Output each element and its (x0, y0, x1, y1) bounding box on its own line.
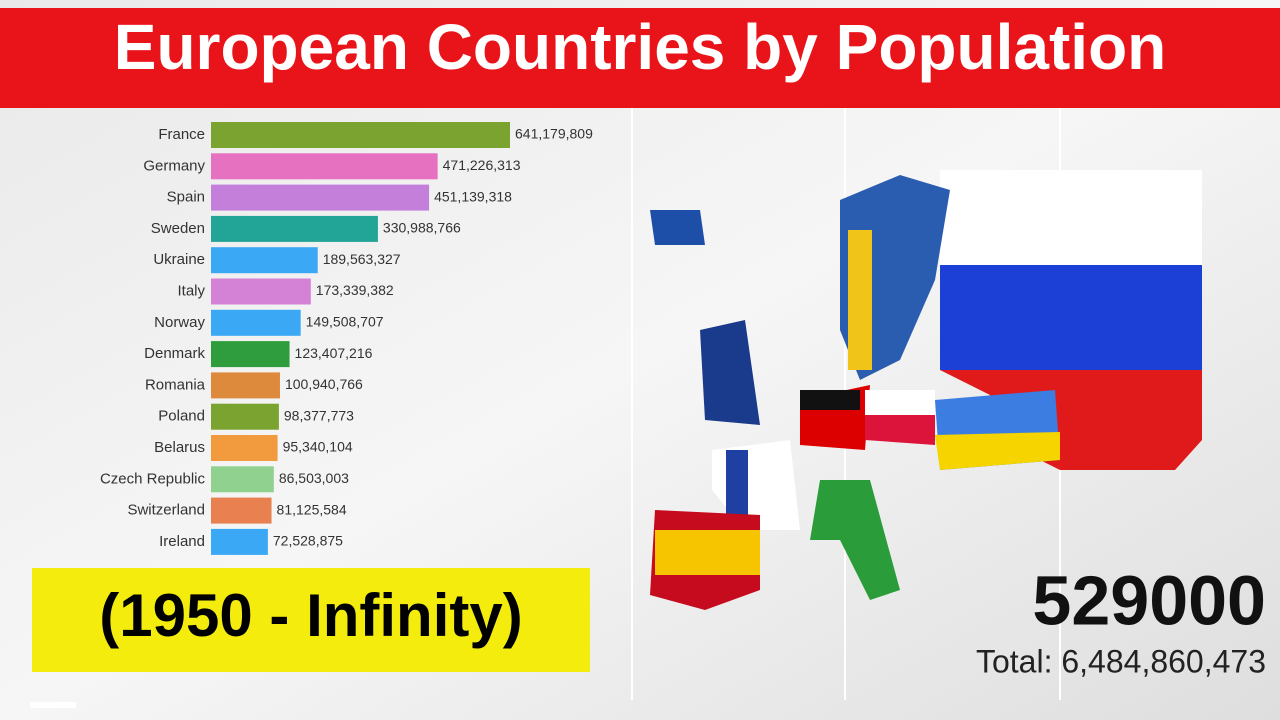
bar (211, 403, 279, 430)
subtitle-box (32, 568, 590, 672)
value-label: 81,125,584 (277, 501, 347, 517)
category-label: Germany (143, 157, 205, 174)
value-label: 149,508,707 (306, 314, 384, 330)
chart-title: European Countries by Population (114, 11, 1167, 83)
bar (211, 372, 280, 399)
value-label: 86,503,003 (279, 470, 349, 486)
bar (211, 497, 272, 524)
category-label: Denmark (144, 345, 205, 362)
bar (211, 341, 290, 368)
category-label: Poland (158, 408, 205, 425)
map-shape (655, 530, 760, 575)
bar (211, 153, 438, 180)
category-label: France (158, 126, 205, 143)
value-label: 471,226,313 (443, 157, 521, 173)
map-shape (700, 320, 760, 425)
value-label: 123,407,216 (295, 345, 373, 361)
value-label: 330,988,766 (383, 220, 461, 236)
bar (211, 278, 311, 305)
category-label: Switzerland (127, 502, 205, 519)
bar (211, 122, 510, 148)
value-label: 100,940,766 (285, 376, 363, 392)
value-label: 451,139,318 (434, 188, 512, 204)
category-label: Romania (145, 376, 206, 393)
value-label: 189,563,327 (323, 251, 401, 267)
bar (211, 184, 430, 211)
bar (211, 309, 301, 336)
map-shape (940, 170, 1202, 265)
value-label: 641,179,809 (515, 126, 593, 142)
category-label: Czech Republic (100, 470, 206, 487)
map (650, 170, 1202, 610)
title-banner (0, 8, 1280, 108)
value-label: 98,377,773 (284, 407, 354, 423)
map-shape (848, 230, 872, 370)
map-shape (940, 265, 1202, 370)
category-label: Norway (154, 314, 205, 331)
category-label: Spain (167, 189, 205, 206)
bar (211, 435, 278, 461)
total-label: Total: 6,484,860,473 (976, 643, 1266, 679)
bar (211, 528, 268, 555)
category-label: Belarus (154, 439, 205, 456)
period-label: 529000 (1032, 561, 1266, 639)
subtitle: (1950 - Infinity) (99, 582, 522, 649)
bars: France 641,179,809 Germany 471,226,313 Spain… (100, 122, 593, 555)
category-label: Ukraine (153, 251, 205, 268)
map-shape (726, 450, 748, 530)
category-label: Italy (177, 282, 205, 299)
value-label: 173,339,382 (316, 282, 394, 298)
value-label: 72,528,875 (273, 533, 343, 549)
bar (211, 215, 378, 242)
map-shape (935, 432, 1060, 470)
map-shape (810, 480, 900, 600)
value-label: 95,340,104 (283, 439, 353, 455)
map-shape (800, 390, 860, 410)
category-label: Sweden (151, 220, 205, 237)
map-shape (650, 210, 705, 245)
bar (211, 247, 318, 274)
bar (211, 466, 274, 493)
progress (30, 702, 76, 708)
category-label: Ireland (159, 533, 205, 550)
map-shape (865, 390, 935, 415)
